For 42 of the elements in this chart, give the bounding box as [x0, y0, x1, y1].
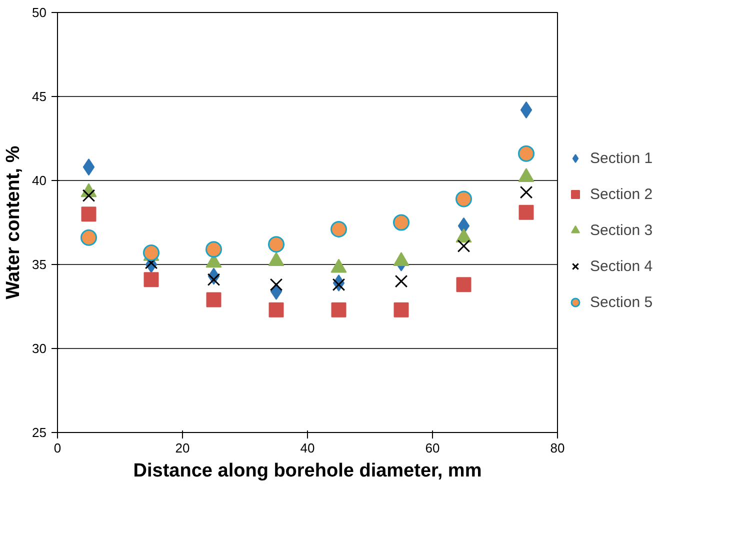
- point: [456, 190, 472, 208]
- y-tick-label: 30: [32, 341, 47, 356]
- x-tick-label: 80: [550, 440, 565, 456]
- point: [520, 101, 532, 118]
- point: [456, 277, 472, 292]
- point: [330, 220, 347, 238]
- point: [206, 241, 222, 258]
- y-axis-title: Water content, %: [3, 146, 24, 300]
- point: [206, 292, 222, 308]
- point: [207, 273, 220, 286]
- x-tick-label: 0: [54, 440, 62, 456]
- x-axis-title: Distance along borehole diameter, mm: [133, 460, 482, 482]
- legend-label: Section 2: [590, 186, 653, 202]
- y-tick-label: 45: [32, 89, 47, 104]
- y-tick-label: 35: [32, 257, 47, 272]
- y-tick-label: 25: [32, 425, 47, 440]
- point: [144, 272, 159, 288]
- y-tick-label: 40: [32, 173, 47, 188]
- point: [518, 145, 534, 162]
- point: [80, 229, 97, 246]
- x-tick-label: 20: [175, 440, 190, 456]
- legend-label: Section 4: [590, 258, 653, 274]
- point: [270, 278, 283, 292]
- legend-label: Section 5: [590, 294, 653, 310]
- point: [82, 158, 95, 176]
- point: [394, 302, 409, 318]
- point: [81, 206, 96, 222]
- x-tick-label: 40: [300, 440, 315, 456]
- y-tick-label: 50: [32, 5, 47, 20]
- point: [394, 274, 408, 288]
- point: [82, 189, 96, 202]
- legend-label: Section 1: [590, 150, 653, 166]
- point: [393, 214, 410, 231]
- point: [457, 240, 470, 252]
- point: [520, 186, 533, 199]
- legend-label: Section 3: [590, 222, 653, 238]
- point: [332, 278, 346, 292]
- x-tick-label: 60: [425, 440, 440, 456]
- point: [268, 302, 284, 318]
- point: [518, 204, 534, 220]
- point: [331, 302, 346, 318]
- point: [268, 236, 284, 253]
